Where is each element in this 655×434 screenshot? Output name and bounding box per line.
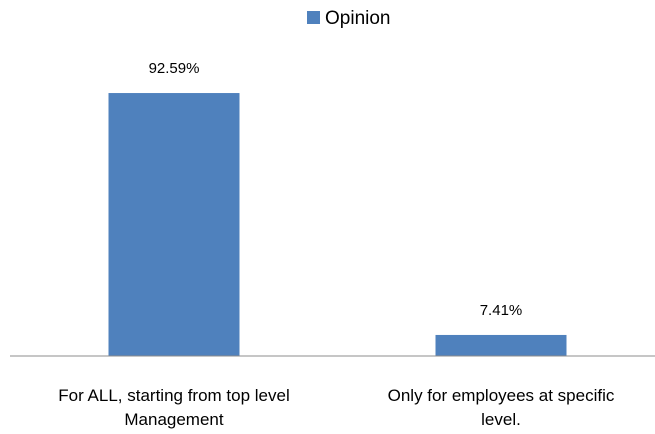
bar-1	[108, 93, 240, 356]
legend-label-opinion: Opinion	[325, 8, 391, 29]
bars-layer	[108, 93, 567, 356]
data-labels-layer: 92.59% 7.41%	[149, 60, 523, 319]
category-label-2-line-2: level.	[481, 410, 521, 429]
legend-swatch-opinion	[307, 11, 320, 24]
category-label-2-line-1: Only for employees at specific	[388, 386, 615, 405]
category-label-1-line-2: Management	[124, 410, 224, 429]
category-label-1-line-1: For ALL, starting from top level	[58, 386, 290, 405]
category-labels-layer: For ALL, starting from top level Manageme…	[58, 386, 615, 429]
data-label-1: 92.59%	[149, 60, 200, 77]
legend: Opinion	[307, 8, 391, 29]
data-label-2: 7.41%	[480, 302, 523, 319]
bar-2	[435, 334, 567, 356]
